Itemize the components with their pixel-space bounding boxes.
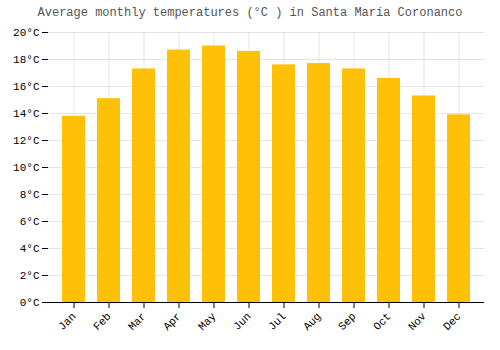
svg-text:12°C: 12°C xyxy=(13,135,40,147)
svg-text:Apr: Apr xyxy=(161,310,183,332)
svg-text:16°C: 16°C xyxy=(13,81,40,93)
svg-text:May: May xyxy=(196,310,219,333)
svg-text:18°C: 18°C xyxy=(13,54,40,66)
svg-text:Mar: Mar xyxy=(126,310,148,332)
svg-text:14°C: 14°C xyxy=(13,108,40,120)
svg-text:Nov: Nov xyxy=(406,310,429,333)
svg-text:0°C: 0°C xyxy=(20,297,40,309)
svg-text:8°C: 8°C xyxy=(20,189,40,201)
svg-text:6°C: 6°C xyxy=(20,216,40,228)
svg-text:Sep: Sep xyxy=(336,310,358,332)
svg-text:20°C: 20°C xyxy=(13,27,40,39)
svg-text:Feb: Feb xyxy=(91,310,113,332)
svg-text:Jun: Jun xyxy=(231,310,253,332)
svg-text:2°C: 2°C xyxy=(20,270,40,282)
svg-text:Dec: Dec xyxy=(441,310,463,332)
svg-text:Jul: Jul xyxy=(266,310,288,332)
svg-text:Aug: Aug xyxy=(301,310,323,332)
svg-text:4°C: 4°C xyxy=(20,243,40,255)
svg-text:Oct: Oct xyxy=(371,310,393,332)
html-text:Average monthly temperatures (: Average monthly temperatures (°C ) in Sa… xyxy=(37,6,463,20)
svg-text:10°C: 10°C xyxy=(13,162,40,174)
svg-text:Jan: Jan xyxy=(56,310,78,332)
